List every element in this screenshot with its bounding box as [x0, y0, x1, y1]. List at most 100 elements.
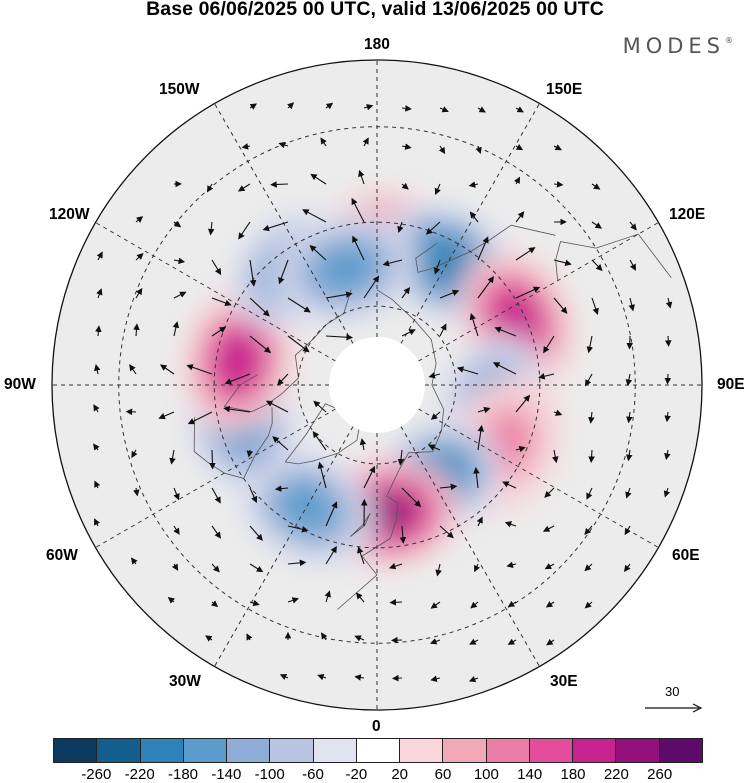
colorbar-tick-label: 180 [560, 766, 586, 783]
wind-vector [546, 638, 555, 646]
wind-vector [544, 487, 555, 498]
wind-vector [209, 449, 216, 470]
colorbar-tick-label: -60 [302, 766, 324, 783]
wind-vector [363, 275, 380, 299]
wind-vector [173, 525, 180, 535]
colorbar-tick-label: -180 [167, 766, 199, 783]
wind-vector [623, 563, 631, 572]
wind-vector [313, 400, 327, 413]
wind-vector [477, 236, 489, 261]
colorbar-tick-label: 220 [603, 766, 629, 783]
meridian-line [214, 103, 378, 386]
wind-vector [470, 601, 479, 609]
wind-vector [277, 373, 289, 386]
wind-vector [309, 245, 327, 261]
wind-vector [392, 674, 403, 682]
wind-vector [543, 335, 555, 354]
wind-vector [246, 449, 254, 458]
wind-vector [287, 335, 310, 353]
colorbar-swatch [227, 739, 271, 762]
wind-vector [588, 411, 595, 424]
wind-vector [351, 197, 365, 223]
wind-vector [173, 257, 186, 265]
colorbar-tick-label: 60 [434, 766, 452, 783]
colorbar-tick-label: -140 [211, 766, 242, 783]
colorbar-swatch [659, 739, 702, 762]
wind-vector [357, 546, 365, 565]
meridian-line [95, 384, 378, 548]
wind-vector [397, 449, 405, 466]
wind-vector [515, 286, 541, 299]
wind-vector [542, 525, 555, 532]
wind-vector [246, 633, 253, 641]
wind-vector [584, 601, 593, 609]
reference-vector: 30 [643, 684, 703, 719]
wind-vector [206, 183, 214, 193]
wind-vector [237, 183, 251, 192]
colorbar-swatch [616, 739, 660, 762]
wind-vector [586, 487, 593, 500]
lon-label-60w: 60W [46, 547, 78, 564]
wind-vector [401, 182, 409, 190]
wind-vector [287, 597, 299, 604]
wind-vector [320, 137, 327, 147]
wind-vector [211, 525, 222, 539]
wind-vector [477, 106, 486, 113]
wind-vector [473, 467, 480, 489]
negative-anomaly-north-atlantic [278, 482, 335, 532]
wind-vector [625, 449, 633, 462]
wind-vector [389, 599, 403, 606]
wind-vector [552, 449, 559, 464]
wind-vector [401, 105, 412, 112]
wind-vector [265, 400, 289, 413]
wind-vector [585, 373, 593, 387]
wind-vector [135, 287, 143, 299]
wind-vector [249, 297, 270, 317]
lon-label-0: 0 [372, 718, 381, 735]
polar-cap [329, 337, 425, 433]
colorbar-swatch [573, 739, 617, 762]
wind-vector [287, 102, 295, 110]
meridian-line [95, 222, 378, 386]
wind-vector [428, 372, 441, 379]
wind-vector [287, 297, 311, 313]
wind-vector [665, 297, 673, 309]
meridian-line [376, 103, 540, 386]
wind-vector [588, 449, 595, 463]
colorbar-tick-label: -100 [254, 766, 285, 783]
wind-vector [477, 424, 485, 451]
wind-vector [430, 601, 441, 609]
wind-vector [664, 411, 671, 423]
wind-vector [130, 557, 138, 565]
polar-map [51, 59, 703, 711]
wind-vector [439, 106, 449, 113]
anomaly-field [183, 190, 575, 567]
latitude-circle [297, 305, 457, 465]
wind-vector [477, 406, 491, 414]
wind-vector [425, 221, 441, 235]
wind-vector [171, 563, 179, 571]
colorbar-tick-label: 20 [391, 766, 408, 783]
wind-vector [477, 276, 495, 299]
wind-vector [249, 259, 257, 287]
wind-vector [439, 289, 460, 299]
wind-vector [169, 449, 176, 465]
negative-anomaly-east-siberia [419, 238, 476, 288]
reference-arrow-icon [645, 703, 703, 713]
wind-vector [211, 563, 220, 573]
meridian-line [376, 384, 540, 667]
wind-vector [278, 141, 289, 149]
wind-vector [249, 335, 272, 354]
lon-label-150w: 150W [159, 81, 200, 98]
negative-anomaly-aleutian [316, 246, 376, 293]
reference-vector-value: 30 [665, 684, 680, 699]
wind-vector [591, 259, 603, 272]
colorbar-tick-label: 140 [517, 766, 543, 783]
wind-vector [664, 335, 672, 347]
colorbar-swatch [54, 739, 98, 762]
brand-name: MODES [622, 34, 725, 58]
wind-vector [439, 525, 454, 539]
wind-vector [435, 563, 442, 577]
wind-vector [439, 323, 447, 337]
colorbar-swatch [183, 739, 228, 762]
